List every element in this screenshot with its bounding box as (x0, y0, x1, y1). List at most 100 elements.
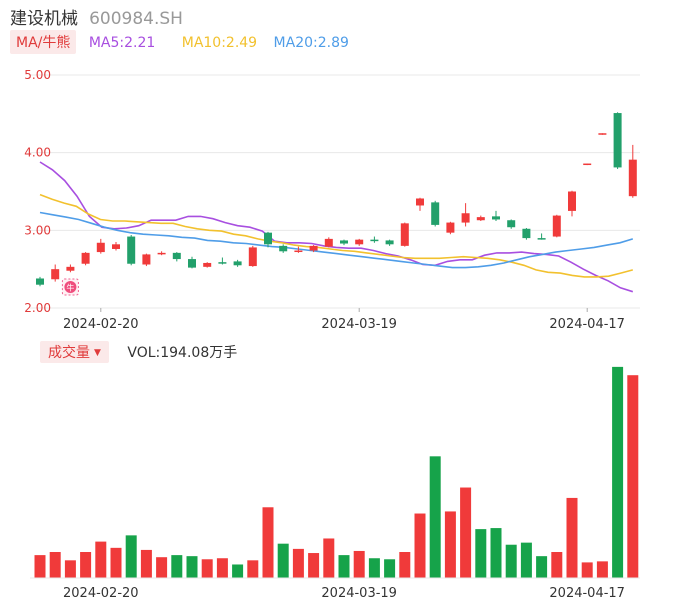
candle (218, 262, 227, 264)
volume-bar (186, 556, 198, 578)
volume-bar (444, 511, 456, 578)
volume-bar (536, 556, 548, 578)
volume-bar (460, 487, 472, 578)
candle (66, 266, 75, 271)
volume-bar (612, 366, 624, 578)
volume-bar (475, 529, 487, 578)
candle (188, 259, 196, 268)
candle (507, 220, 516, 228)
volume-bar (323, 538, 335, 578)
ma5-line (39, 161, 634, 293)
volume-bar (384, 559, 396, 578)
bull-marker-icon (64, 281, 77, 293)
candle (400, 223, 409, 246)
candle (233, 261, 242, 266)
candle (264, 232, 272, 245)
volume-bar (490, 528, 502, 578)
volume-bar (95, 541, 107, 578)
candle (492, 216, 500, 220)
volume-bar (581, 562, 593, 578)
volume-value: VOL:194.08万手 (127, 345, 238, 361)
candle (127, 236, 136, 264)
y-tick-label: 2.00 (24, 301, 51, 315)
volume-bar (399, 552, 411, 578)
ma-toggle-button[interactable]: MA/牛熊 (10, 30, 77, 54)
candle (552, 215, 561, 237)
volume-bar (232, 564, 244, 578)
volume-bar (216, 558, 228, 578)
candle (355, 239, 364, 245)
candle (203, 262, 212, 267)
volume-bar (353, 550, 365, 578)
volume-x-tick-label: 2024-04-17 (549, 586, 625, 601)
volume-bar (140, 549, 152, 578)
candle (324, 238, 333, 247)
x-tick-label: 2024-04-17 (549, 317, 625, 332)
y-tick-label: 3.00 (24, 223, 51, 237)
candle (157, 252, 166, 255)
candle (568, 191, 576, 211)
volume-bar (308, 553, 320, 578)
candle (172, 252, 181, 260)
candle (36, 278, 44, 285)
candle (279, 245, 288, 252)
volume-bar (201, 559, 213, 578)
volume-bar (110, 547, 122, 578)
ma20-label: MA20:2.89 (273, 35, 349, 51)
candle (446, 222, 455, 233)
candle (385, 240, 394, 245)
volume-x-tick-label: 2024-02-20 (63, 586, 139, 601)
volume-bar (429, 456, 441, 578)
candle (522, 228, 531, 239)
candle (598, 133, 607, 135)
candle (476, 217, 485, 221)
candle (96, 242, 105, 253)
volume-bar (247, 560, 259, 578)
stock-code: 600984.SH (89, 9, 183, 29)
candle (309, 245, 318, 251)
x-tick-label: 2024-03-19 (321, 317, 397, 332)
candle (431, 202, 440, 225)
candle (112, 244, 120, 249)
candle (628, 159, 637, 197)
x-tick-label: 2024-02-20 (63, 317, 139, 332)
ma5-label: MA5:2.21 (88, 35, 156, 51)
volume-bar (49, 552, 61, 578)
volume-bar (171, 555, 183, 578)
ma10-label: MA10:2.49 (181, 35, 258, 51)
candle (51, 269, 60, 280)
volume-bar (551, 552, 563, 578)
volume-x-tick-label: 2024-03-19 (321, 586, 397, 601)
y-tick-label: 4.00 (24, 146, 51, 160)
volume-bar (505, 544, 517, 578)
volume-bar (520, 542, 532, 578)
volume-bar (156, 557, 168, 578)
volume-bar (292, 548, 304, 578)
candle (294, 250, 303, 253)
volume-bar (64, 560, 76, 578)
candle (416, 198, 424, 206)
volume-bar (34, 555, 46, 578)
bull-marker-label: 牛 (66, 283, 74, 293)
title-row: 建设机械 600984.SH (10, 4, 183, 29)
volume-bar (338, 555, 350, 578)
candle (583, 163, 592, 166)
y-tick-label: 5.00 (24, 68, 51, 82)
ma10-line (39, 193, 634, 278)
volume-bar (277, 543, 289, 578)
volume-bar (566, 497, 578, 578)
candle (248, 247, 257, 267)
dropdown-arrow-icon: ▼ (94, 348, 101, 358)
volume-bar (125, 535, 137, 578)
volume-bar (368, 558, 380, 578)
volume-indicator-dropdown[interactable]: 成交量 ▼ (40, 341, 109, 363)
candle (340, 240, 348, 244)
volume-bar (262, 507, 274, 578)
volume-legend: 成交量 ▼ VOL:194.08万手 (40, 341, 237, 363)
candle (613, 113, 622, 168)
candle (370, 239, 379, 242)
volume-toggle-label: 成交量 (48, 345, 90, 361)
stock-name: 建设机械 (10, 9, 78, 29)
candle (142, 254, 151, 265)
